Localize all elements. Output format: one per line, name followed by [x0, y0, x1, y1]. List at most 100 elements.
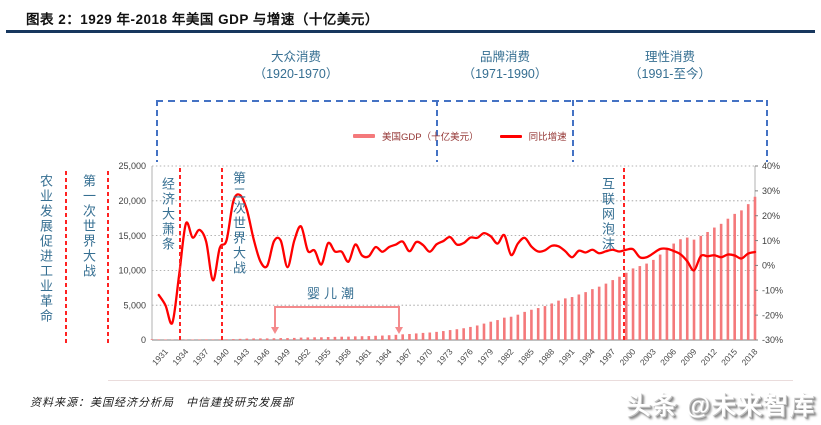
gdp-bar [611, 280, 615, 340]
source-note: 资料来源：美国经济分析局 中信建投研究发展部 [30, 397, 294, 409]
gdp-bar [306, 337, 310, 340]
x-axis-label: 1949 [272, 346, 292, 367]
gdp-bar [597, 286, 601, 340]
gdp-bar [557, 300, 560, 340]
y-axis-right-label: 40% [762, 161, 780, 171]
gdp-bar [299, 337, 303, 340]
stage-bracket-divider-1991 [572, 100, 574, 162]
x-axis-label: 1994 [577, 346, 597, 367]
gdp-bar [401, 334, 404, 340]
x-axis-label: 1979 [475, 346, 495, 367]
gdp-bar [333, 336, 337, 340]
gdp-bar [286, 338, 289, 340]
gdp-bar [448, 330, 452, 340]
gdp-bar [746, 204, 750, 340]
gdp-bar [719, 223, 723, 340]
annotation-great-depression: 经济大萧条 [160, 177, 175, 252]
annotation-internet-bubble: 互联网泡沫 [600, 177, 615, 252]
x-axis-label: 1934 [170, 346, 190, 367]
gdp-bar [733, 213, 736, 340]
watermark: 头条 @未来智库 [625, 392, 815, 420]
stage-bracket-top [156, 100, 768, 102]
gdp-bar [455, 329, 459, 340]
gdp-bar [347, 336, 350, 340]
baby-boom-bracket-top [274, 306, 400, 308]
gdp-bar [211, 339, 215, 340]
growth-line [157, 193, 757, 325]
gdp-bar [496, 320, 499, 340]
x-axis-label: 1952 [292, 346, 312, 367]
gdp-bar [672, 243, 675, 340]
gdp-bar [503, 317, 506, 340]
y-axis-right-label: -20% [762, 310, 783, 320]
gdp-bar [238, 338, 242, 340]
stage-brand-consumption: 品牌消费 （1971-1990） [420, 49, 590, 83]
x-axis-label: 2009 [678, 346, 698, 367]
chart-legend: 美国GDP（十亿美元） 同比增速 [353, 129, 567, 143]
gdp-bar [645, 263, 648, 340]
annotation-ww1: 第一次世界大战 [81, 174, 96, 279]
gdp-bar [259, 338, 262, 340]
x-axis-label: 1967 [394, 346, 414, 367]
gdp-legend-label: 美国GDP（十亿美元） [382, 132, 479, 143]
gdp-bar [591, 289, 594, 340]
x-axis-label: 1961 [353, 346, 373, 367]
gdp-bar [320, 337, 323, 340]
gdp-bar [475, 325, 479, 340]
stage-name: 大众消费 [270, 50, 321, 64]
x-axis-label: 1976 [455, 346, 475, 367]
gdp-bar [550, 303, 554, 340]
gdp-bar [563, 298, 567, 340]
x-axis-label: 2003 [638, 346, 658, 367]
event-line-ww1 [107, 171, 109, 345]
baby-boom-bracket-arm-left [274, 306, 276, 328]
growth-legend-swatch [499, 134, 522, 138]
gdp-bar [435, 331, 438, 340]
gdp-bar [340, 336, 344, 340]
gdp-bar [191, 339, 194, 340]
growth-legend-label: 同比增速 [528, 132, 567, 143]
x-axis-label: 1946 [252, 346, 272, 367]
gdp-bar [204, 339, 208, 340]
gdp-bar [679, 239, 682, 340]
x-axis-label: 2012 [699, 346, 719, 367]
y-axis-right-label: -30% [762, 335, 783, 345]
gdp-bar [530, 309, 533, 340]
x-axis-label: 1997 [597, 346, 617, 367]
gdp-bar [252, 338, 255, 340]
gdp-bar [604, 283, 608, 340]
y-axis-right-label: 20% [762, 211, 780, 221]
gdp-bar [265, 338, 269, 340]
x-axis-label: 1985 [516, 346, 536, 367]
figure-title: 图表 2：1929 年-2018 年美国 GDP 与增速（十亿美元） [26, 12, 379, 27]
gdp-bar [374, 335, 377, 340]
baby-boom-arrow-left [271, 327, 279, 334]
gdp-bar [218, 339, 222, 340]
gdp-bar [685, 237, 689, 340]
gdp-bar [164, 339, 167, 340]
stage-period: （1971-1990） [462, 67, 548, 81]
gdp-bar [753, 196, 757, 340]
gdp-bar [713, 227, 716, 340]
y-axis-left-label: 0 [141, 335, 146, 345]
y-axis-right-label: 30% [762, 186, 780, 196]
stage-bracket-divider-1971 [436, 100, 438, 162]
stage-bracket-arm-right [766, 100, 768, 162]
gdp-bar [408, 334, 411, 340]
x-axis-label: 1943 [231, 346, 251, 367]
gdp-bar [652, 259, 655, 340]
gdp-bar [442, 331, 445, 340]
gdp-legend-swatch [353, 134, 375, 138]
gdp-growth-chart: 25,000 20,000 15,000 10,000 5,000 0 40% 30% 20% 1… [118, 161, 783, 367]
x-axis-label: 1940 [211, 346, 231, 367]
gdp-bar [272, 338, 276, 340]
baby-boom-bracket-arm-right [398, 306, 400, 328]
gdp-bar [245, 338, 249, 340]
x-axis-label: 1982 [495, 346, 515, 367]
gdp-bar [428, 332, 432, 340]
x-axis-label: 1970 [414, 346, 434, 367]
gdp-bar [469, 326, 472, 340]
gdp-bar [150, 339, 154, 340]
stage-period: （1991-至今） [629, 67, 711, 81]
y-axis-left-label: 20,000 [118, 196, 146, 206]
